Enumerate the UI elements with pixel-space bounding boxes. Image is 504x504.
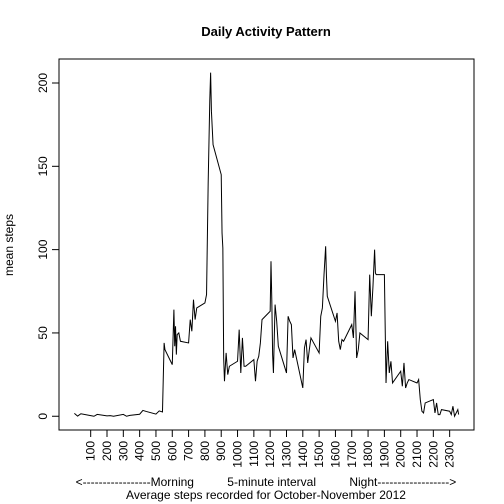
- x-tick-label: 1200: [263, 441, 277, 468]
- y-tick-label: 150: [36, 156, 50, 176]
- x-tick-label: 300: [116, 441, 130, 461]
- data-line: [74, 72, 460, 418]
- y-tick-label: 100: [36, 239, 50, 259]
- y-tick-label: 50: [36, 326, 50, 340]
- x-axis-label-2: Average steps recorded for October-Novem…: [126, 488, 406, 502]
- x-tick-label: 1400: [296, 441, 310, 468]
- x-axis-label: <-----------------Morning 5-minute inter…: [76, 475, 457, 489]
- x-tick-label: 1700: [345, 441, 359, 468]
- x-tick-label: 200: [100, 441, 114, 461]
- x-tick-label: 2100: [410, 441, 424, 468]
- x-tick-label: 700: [182, 441, 196, 461]
- x-tick-label: 100: [84, 441, 98, 461]
- x-tick-label: 500: [149, 441, 163, 461]
- y-axis-label: mean steps: [2, 214, 16, 276]
- x-tick-label: 400: [133, 441, 147, 461]
- x-tick-label: 1600: [328, 441, 342, 468]
- x-tick-label: 600: [165, 441, 179, 461]
- x-tick-label: 800: [198, 441, 212, 461]
- x-tick-label: 2300: [443, 441, 457, 468]
- x-tick-label: 1500: [312, 441, 326, 468]
- plot-frame: [58, 58, 475, 431]
- chart-title: Daily Activity Pattern: [201, 24, 331, 39]
- x-tick-label: 900: [214, 441, 228, 461]
- x-tick-label: 1800: [361, 441, 375, 468]
- x-tick-label: 1300: [279, 441, 293, 468]
- x-tick-label: 2000: [394, 441, 408, 468]
- x-tick-label: 1900: [377, 441, 391, 468]
- x-tick-label: 2200: [426, 441, 440, 468]
- x-tick-label: 1100: [247, 441, 261, 467]
- x-tick-label: 1000: [231, 441, 245, 468]
- y-tick-label: 0: [36, 413, 50, 420]
- y-tick-label: 200: [36, 73, 50, 93]
